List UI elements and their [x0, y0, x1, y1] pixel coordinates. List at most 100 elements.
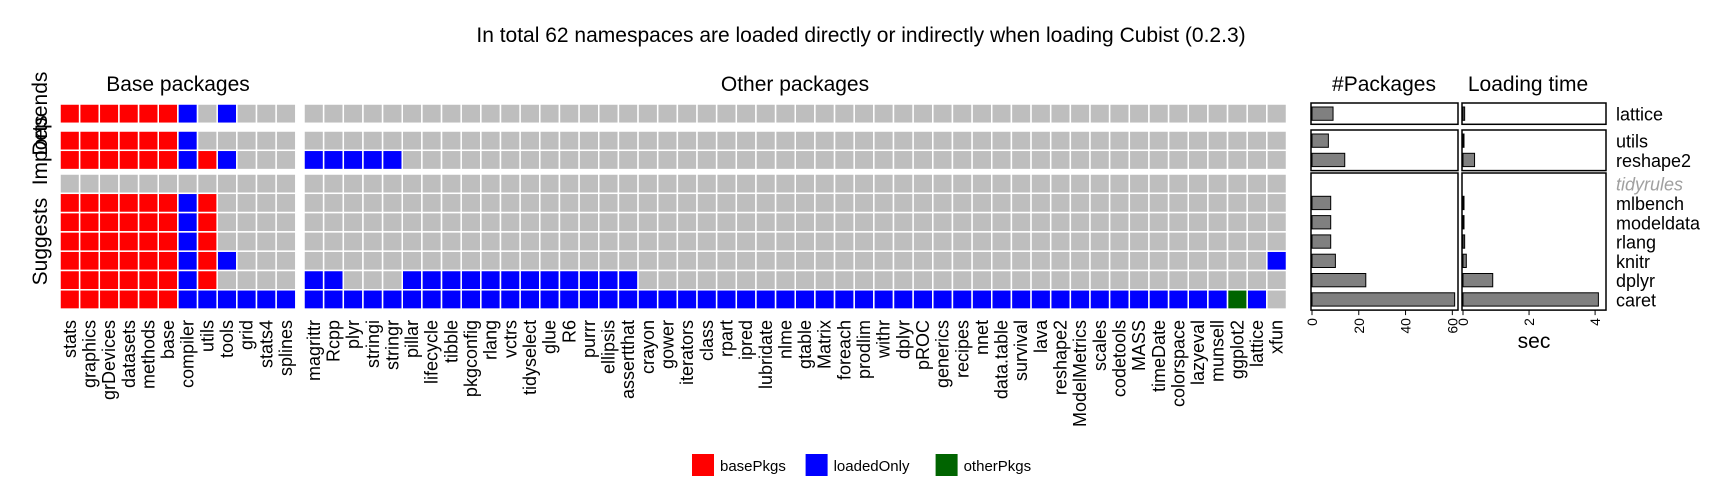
cell-dplyr-xfun: [1266, 269, 1288, 291]
cell-rlang-glue: [539, 231, 561, 252]
column-label-tidyselect: tidyselect: [520, 320, 540, 395]
cell-dplyr-recipes: [951, 269, 973, 291]
cell-rlang-stringr: [381, 231, 404, 252]
cell-utils-pillar: [401, 130, 423, 152]
cell-utils-timeDate: [1148, 130, 1170, 152]
cell-mlbench-rpart: [715, 192, 738, 214]
cell-rlang-class: [696, 231, 718, 252]
cell-knitr-reshape2: [1049, 250, 1072, 272]
cell-lattice-xfun: [1266, 103, 1288, 125]
tick-label-time-0: 0: [1455, 318, 1471, 326]
cell-reshape2-datasets: [118, 149, 140, 171]
cell-lattice-ggplot2: [1226, 103, 1248, 125]
cell-rlang-stats4: [255, 231, 277, 252]
cell-tidyrules-base: [157, 173, 179, 195]
cell-lattice-lazyeval: [1187, 103, 1209, 125]
bar-time-utils: [1462, 133, 1465, 148]
cell-rlang-Matrix: [814, 231, 836, 252]
cell-dplyr-scales: [1089, 269, 1111, 291]
cell-caret-recipes: [951, 289, 973, 310]
bar-packages-dplyr: [1311, 273, 1367, 288]
cell-caret-ModelMetrics: [1069, 289, 1091, 310]
column-label-pillar: pillar: [402, 320, 422, 358]
cell-reshape2-ModelMetrics: [1069, 149, 1091, 171]
cell-tidyrules-assertthat: [617, 173, 639, 195]
cell-knitr-methods: [137, 250, 160, 272]
cell-utils-foreach: [833, 130, 855, 152]
column-label-munsell: munsell: [1208, 320, 1228, 382]
cell-mlbench-lattice: [1246, 192, 1268, 214]
cell-tidyrules-splines: [275, 173, 297, 195]
cell-tidyrules-purrr: [578, 173, 600, 195]
cell-rlang-plyr: [342, 231, 364, 252]
cell-utils-recipes: [951, 130, 973, 152]
column-label-base: base: [158, 320, 178, 359]
cell-rlang-lattice: [1246, 231, 1268, 252]
cell-utils-stats: [59, 130, 81, 152]
cell-tidyrules-Rcpp: [322, 173, 345, 195]
cell-tidyrules-grid: [236, 173, 258, 195]
cell-knitr-grid: [236, 250, 258, 272]
cell-reshape2-ellipsis: [598, 149, 620, 171]
cell-dplyr-ggplot2: [1226, 269, 1248, 291]
cell-dplyr-nlme: [774, 269, 796, 291]
legend: basePkgs loadedOnly otherPkgs: [692, 454, 1031, 476]
cell-knitr-R6: [558, 250, 580, 272]
cell-utils-xfun: [1266, 130, 1288, 152]
cell-knitr-splines: [275, 250, 297, 272]
cell-knitr-prodlim: [853, 250, 875, 272]
cell-utils-assertthat: [617, 130, 639, 152]
cell-reshape2-dplyr: [892, 149, 914, 171]
cell-utils-rlang: [480, 130, 502, 152]
column-label-dplyr: dplyr: [893, 320, 913, 359]
cell-lattice-colorspace: [1167, 103, 1189, 125]
cell-knitr-ipred: [735, 250, 757, 272]
legend-swatch-otherPkgs: [935, 454, 958, 476]
cell-dplyr-MASS: [1128, 269, 1150, 291]
cell-modeldata-Rcpp: [322, 211, 345, 233]
cell-mlbench-tibble: [440, 192, 462, 214]
cell-utils-rpart: [715, 130, 738, 152]
cell-rlang-gower: [656, 231, 679, 252]
cell-dplyr-munsell: [1207, 269, 1229, 291]
cell-caret-tibble: [440, 289, 462, 310]
cell-lattice-foreach: [833, 103, 855, 125]
cell-reshape2-reshape2: [1049, 149, 1072, 171]
cell-caret-vctrs: [499, 289, 521, 310]
cell-caret-base: [157, 289, 179, 310]
cell-knitr-gower: [656, 250, 679, 272]
cell-dplyr-lazyeval: [1187, 269, 1209, 291]
cell-reshape2-nlme: [774, 149, 796, 171]
cell-dplyr-tibble: [440, 269, 462, 291]
column-label-gower: gower: [658, 320, 678, 369]
cell-reshape2-Rcpp: [322, 149, 345, 171]
cell-modeldata-tidyselect: [519, 211, 541, 233]
chart-title: In total 62 namespaces are loaded direct…: [476, 24, 1245, 47]
cell-lattice-prodlim: [853, 103, 875, 125]
cell-tidyrules-plyr: [342, 173, 364, 195]
column-label-Rcpp: Rcpp: [323, 320, 343, 362]
column-label-tibble: tibble: [441, 320, 461, 363]
cell-reshape2-stats: [59, 149, 81, 171]
cell-modeldata-gtable: [794, 211, 816, 233]
cell-knitr-pkgconfig: [460, 250, 482, 272]
cell-caret-datasets: [118, 289, 140, 310]
column-label-datasets: datasets: [119, 320, 139, 388]
cell-caret-scales: [1089, 289, 1111, 310]
cell-reshape2-splines: [275, 149, 297, 171]
cell-tidyrules-gower: [656, 173, 679, 195]
column-label-splines: splines: [276, 320, 296, 376]
cell-lattice-ellipsis: [598, 103, 620, 125]
bar-frame-packages-depends: [1310, 102, 1459, 126]
cell-utils-tools: [216, 130, 238, 152]
cell-mlbench-ipred: [735, 192, 757, 214]
cell-dplyr-gtable: [794, 269, 816, 291]
column-label-magrittr: magrittr: [304, 320, 324, 381]
column-label-grDevices: grDevices: [99, 320, 119, 400]
cell-knitr-timeDate: [1148, 250, 1170, 272]
cell-caret-graphics: [78, 289, 101, 310]
cell-modeldata-stats: [59, 211, 81, 233]
cell-rlang-dplyr: [892, 231, 914, 252]
cell-reshape2-R6: [558, 149, 580, 171]
column-label-utils: utils: [197, 320, 217, 352]
